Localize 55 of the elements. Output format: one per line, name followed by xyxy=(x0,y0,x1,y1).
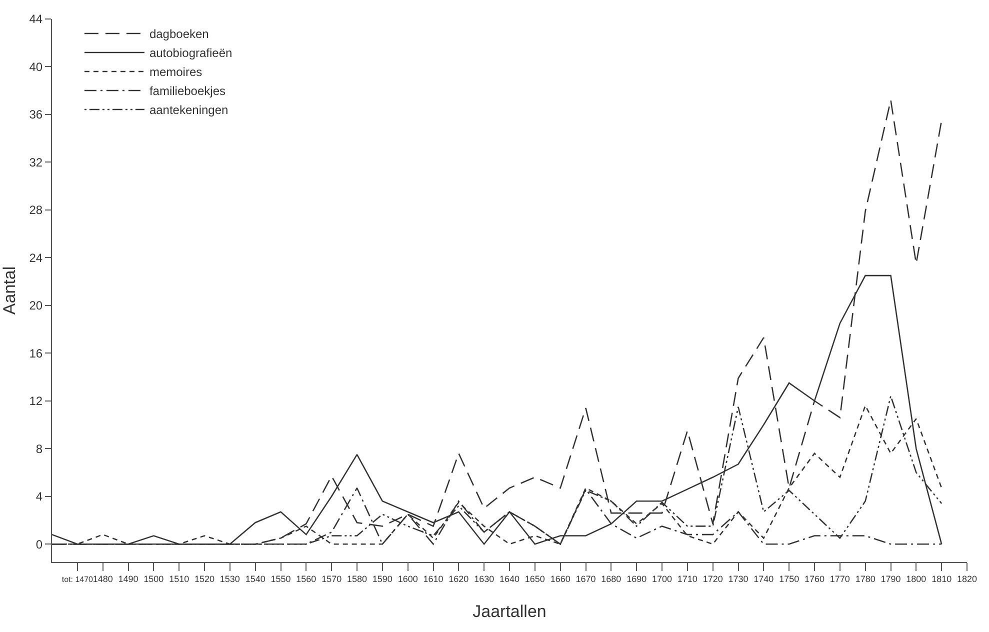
x-tick-label: 1530 xyxy=(220,574,240,584)
y-tick-label: 8 xyxy=(36,442,43,456)
y-tick-label: 12 xyxy=(29,394,43,408)
x-tick-label: tot: 1470 xyxy=(62,574,94,584)
x-tick-label: 1640 xyxy=(499,574,520,584)
x-tick-label: 1580 xyxy=(346,574,368,584)
y-tick-label: 24 xyxy=(29,250,43,265)
x-tick-label: 1480 xyxy=(92,574,113,584)
x-tick-label: 1560 xyxy=(296,574,316,584)
x-tick-label: 1670 xyxy=(576,574,596,584)
x-tick-label: 1700 xyxy=(652,574,672,584)
x-tick-label: 1680 xyxy=(601,574,622,584)
x-tick-label: 1750 xyxy=(779,574,800,584)
x-tick-label: 1500 xyxy=(144,574,164,584)
x-tick-label: 1800 xyxy=(906,574,926,584)
x-tick-label: 1710 xyxy=(677,574,698,584)
y-tick-label: 36 xyxy=(29,108,43,122)
x-tick-label: 1740 xyxy=(754,574,774,584)
legend-label: familieboekjes xyxy=(149,84,226,98)
legend-label: dagboeken xyxy=(149,27,209,42)
x-tick-label: 1630 xyxy=(474,574,494,584)
x-tick-label: 1720 xyxy=(702,574,723,584)
y-axis-title: Aantal xyxy=(0,266,19,315)
x-tick-label: 1820 xyxy=(956,574,978,584)
x-tick-label: 1600 xyxy=(398,574,418,584)
legend-label: aantekeningen xyxy=(149,103,228,118)
x-tick-label: 1770 xyxy=(830,574,850,584)
x-tick-label: 1550 xyxy=(270,574,291,584)
legend-label: memoires xyxy=(149,65,202,80)
x-tick-label: 1610 xyxy=(423,574,444,584)
x-tick-label: 1690 xyxy=(626,574,647,584)
x-tick-label: 1790 xyxy=(880,574,901,584)
y-tick-label: 20 xyxy=(29,298,43,313)
x-tick-label: 1620 xyxy=(448,574,469,584)
y-tick-label: 16 xyxy=(29,346,43,360)
y-tick-label: 4 xyxy=(36,490,43,504)
x-tick-label: 1660 xyxy=(550,574,570,584)
x-tick-label: 1570 xyxy=(322,574,342,584)
legend-label: autobiografieën xyxy=(149,46,232,60)
x-tick-label: 1730 xyxy=(728,574,748,584)
x-tick-label: 1540 xyxy=(245,574,266,584)
x-tick-label: 1590 xyxy=(372,574,392,584)
y-tick-label: 40 xyxy=(29,60,43,74)
y-tick-label: 28 xyxy=(29,203,43,218)
x-tick-label: 1780 xyxy=(855,574,876,584)
x-tick-label: 1490 xyxy=(118,574,138,584)
x-tick-label: 1520 xyxy=(194,574,215,584)
y-tick-label: 44 xyxy=(29,12,43,26)
x-axis-title: Jaartallen xyxy=(472,602,546,622)
x-tick-label: 1810 xyxy=(932,574,952,584)
y-tick-label: 0 xyxy=(36,537,43,552)
y-tick-label: 32 xyxy=(29,155,43,170)
x-tick-label: 1760 xyxy=(804,574,825,584)
x-tick-label: 1650 xyxy=(524,574,545,584)
x-tick-label: 1510 xyxy=(169,574,190,584)
